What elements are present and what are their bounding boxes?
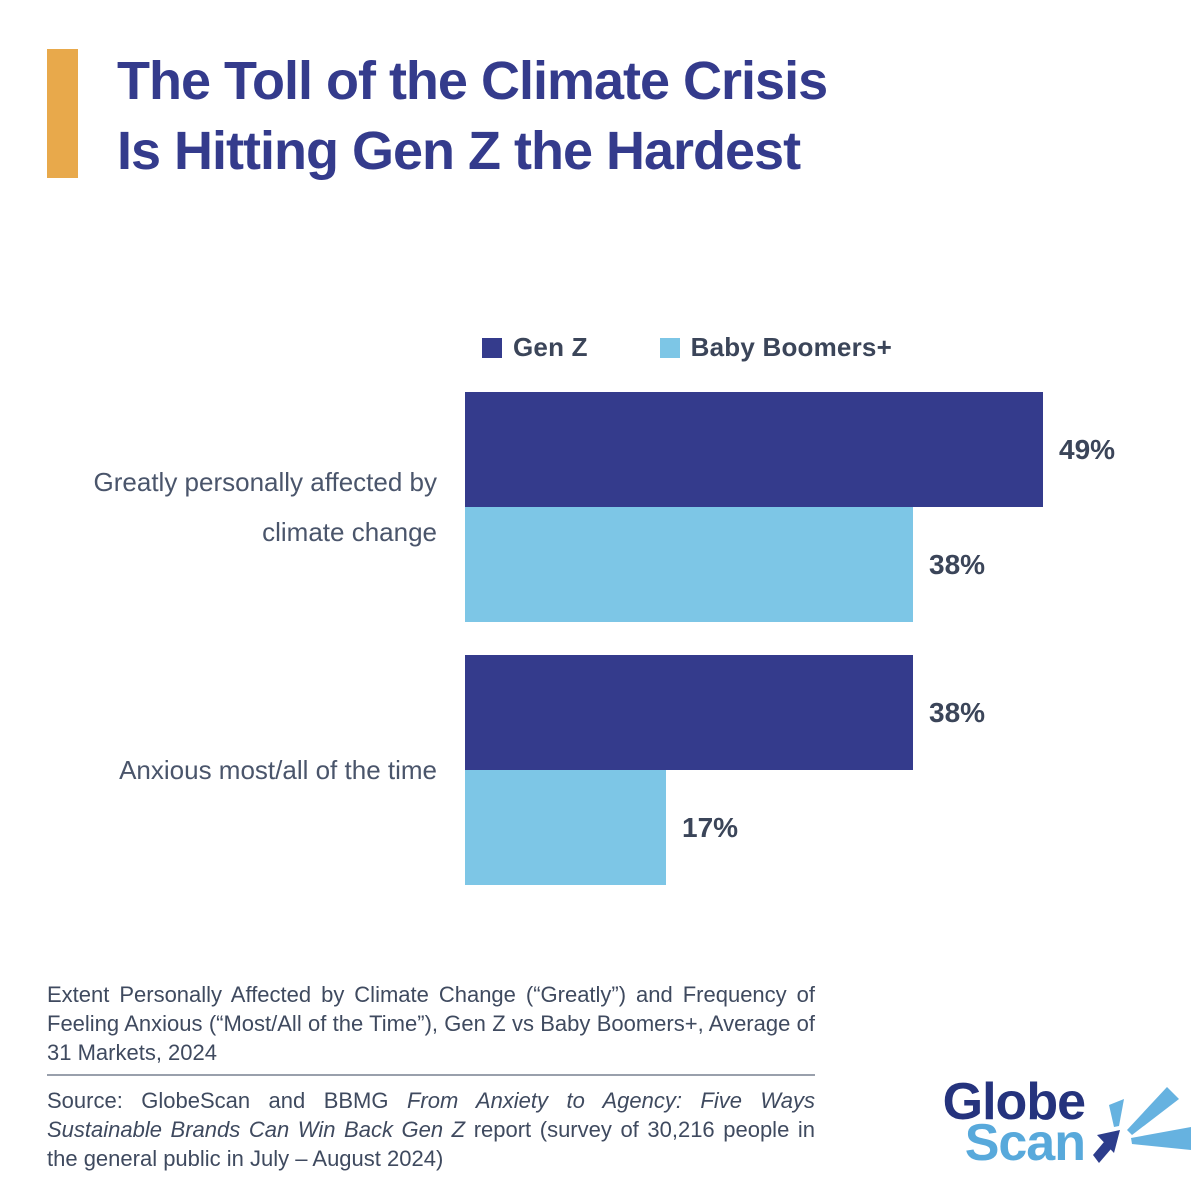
legend-label-gen-z: Gen Z	[513, 332, 588, 362]
page-title: The Toll of the Climate Crisis Is Hitting…	[117, 46, 828, 186]
legend-item-gen-z: Gen Z	[482, 332, 588, 363]
legend-label-baby-boomers: Baby Boomers+	[690, 332, 892, 362]
value-label: 38%	[929, 696, 986, 728]
source-text-prefix: Source: GlobeScan and BBMG	[47, 1088, 407, 1113]
value-label: 49%	[1059, 433, 1116, 465]
legend-item-baby-boomers: Baby Boomers+	[659, 332, 892, 363]
starburst-ray-top	[1109, 1099, 1124, 1127]
globescan-logo-text: Globe Scan	[905, 1073, 1086, 1172]
source-report-title: From Anxiety to Agency: Five Ways Sustai…	[47, 1088, 815, 1142]
bar-baby-boomers-group-1	[465, 507, 913, 622]
source-note: Source: GlobeScan and BBMG From Anxiety …	[47, 1086, 815, 1173]
title-accent-bar	[47, 49, 78, 178]
chart-legend: Gen Z Baby Boomers+	[482, 332, 892, 363]
globescan-starburst-icon	[1093, 1087, 1191, 1163]
logo-text-globe: Globe	[942, 1073, 1086, 1131]
starburst-arrow-head	[1097, 1130, 1120, 1153]
category-label: Anxious most/all of the time	[119, 755, 437, 785]
logo-text-scan: Scan	[964, 1114, 1086, 1172]
bar-gen-z-group-2	[465, 655, 913, 770]
legend-swatch-baby-boomers	[659, 337, 680, 358]
title-line-1: The Toll of the Climate Crisis	[117, 51, 828, 111]
title-line-2: Is Hitting Gen Z the Hardest	[117, 121, 801, 181]
value-label: 17%	[682, 811, 739, 843]
bar-baby-boomers-group-2	[465, 770, 666, 885]
globescan-logo: Globe Scan	[905, 1073, 1191, 1172]
category-label: Greatly personally affected by climate c…	[93, 467, 437, 547]
bar-gen-z-group-1	[465, 392, 1043, 507]
footer-divider	[47, 1074, 815, 1076]
starburst-ray-right	[1131, 1127, 1191, 1150]
value-label: 38%	[929, 548, 986, 580]
chart-caption: Extent Personally Affected by Climate Ch…	[47, 982, 815, 1065]
starburst-ray-diagonal	[1127, 1087, 1179, 1135]
source-text-suffix: report (survey of 30,216 people in the g…	[47, 1117, 815, 1171]
legend-swatch-gen-z	[482, 337, 502, 358]
starburst-arrow-shaft	[1093, 1142, 1111, 1163]
